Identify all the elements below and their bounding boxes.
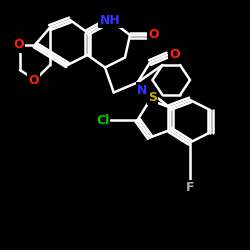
Text: O: O <box>28 74 39 86</box>
Text: Cl: Cl <box>96 114 109 126</box>
Text: NH: NH <box>100 14 120 26</box>
Text: O: O <box>148 28 159 42</box>
Text: F: F <box>186 181 194 194</box>
Text: N: N <box>137 84 148 96</box>
Text: O: O <box>14 38 24 52</box>
Text: O: O <box>170 48 180 62</box>
Text: S: S <box>148 91 157 104</box>
